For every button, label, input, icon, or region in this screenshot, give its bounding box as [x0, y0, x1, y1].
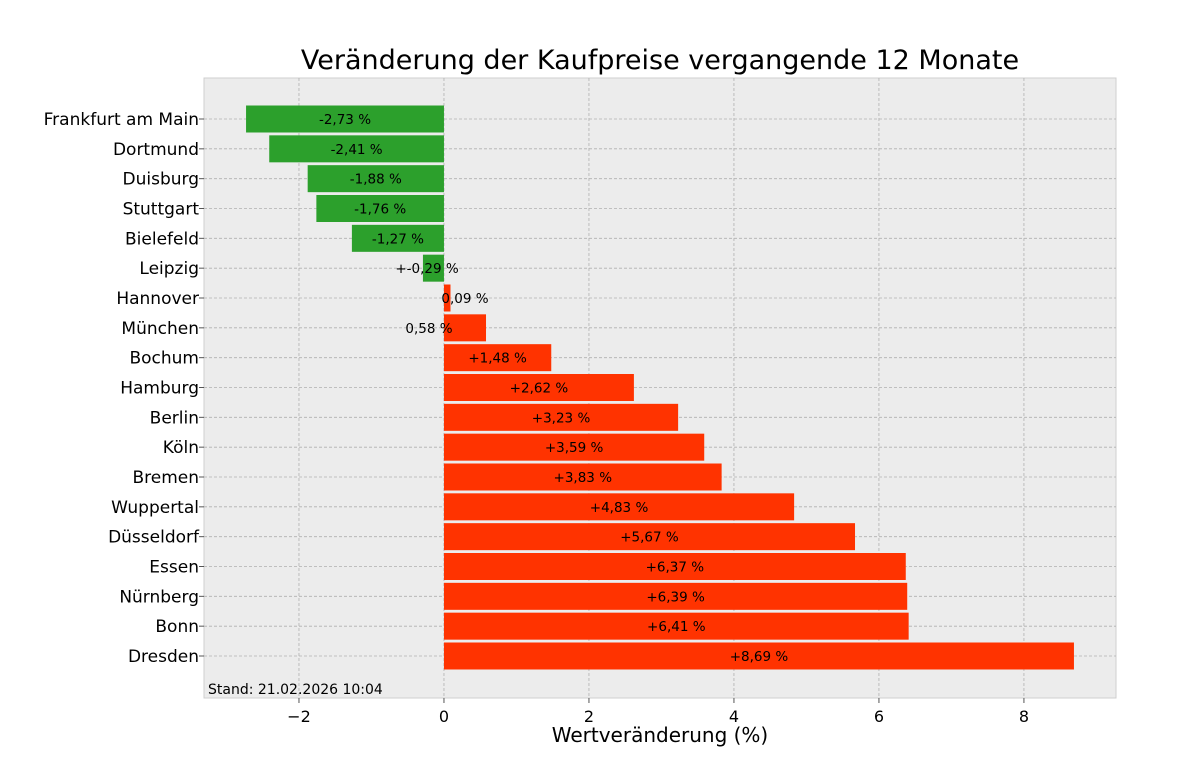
y-tick-label: Bremen	[132, 468, 199, 488]
y-tick-label: Bochum	[129, 349, 199, 369]
y-tick-label: Duisburg	[123, 170, 200, 190]
y-tick-label: Nürnberg	[119, 587, 199, 607]
bar	[443, 374, 634, 401]
y-tick-label: Dresden	[128, 647, 199, 667]
y-tick-label: Dortmund	[113, 140, 199, 160]
bar	[351, 224, 444, 252]
data-label: +-0,29 %	[395, 261, 459, 277]
data-label: -1,76 %	[354, 202, 406, 218]
bar	[443, 314, 487, 342]
bar	[443, 433, 705, 461]
x-tick-label: 8	[1019, 707, 1029, 726]
data-label: -1,27 %	[372, 231, 424, 247]
bar	[307, 165, 444, 193]
chart-title: Veränderung der Kaufpreise vergangende 1…	[301, 45, 1019, 76]
data-label: +6,39 %	[646, 589, 705, 605]
x-tick-label: 2	[584, 707, 594, 726]
bar	[443, 642, 1074, 670]
bar	[443, 612, 909, 640]
y-tick-label: Hannover	[116, 289, 199, 309]
data-label: +4,83 %	[590, 500, 649, 516]
bar	[246, 105, 444, 133]
y-tick-label: Frankfurt am Main	[44, 110, 199, 130]
bar	[443, 344, 552, 372]
y-tick-label: Düsseldorf	[108, 528, 200, 548]
timestamp-annotation: Stand: 21.02.2026 10:04	[208, 682, 383, 698]
bar	[316, 195, 444, 222]
data-label: -2,41 %	[331, 142, 383, 158]
bar	[443, 553, 906, 580]
bar	[443, 523, 856, 551]
y-tick-label: Wuppertal	[111, 498, 199, 518]
data-label: +3,59 %	[545, 440, 604, 456]
x-tick-label: 4	[729, 707, 739, 726]
y-tick-label: Leipzig	[139, 259, 199, 279]
bar	[443, 582, 908, 610]
data-label: +6,41 %	[647, 619, 706, 635]
bar	[269, 135, 444, 163]
bar	[443, 493, 795, 521]
y-tick-label: Bonn	[155, 617, 199, 637]
bar	[422, 254, 444, 282]
x-tick-label: 6	[874, 707, 884, 726]
data-label: +1,48 %	[468, 351, 527, 367]
bar	[443, 463, 722, 491]
y-tick-label: Köln	[163, 438, 199, 458]
data-label: -2,73 %	[319, 112, 371, 128]
data-label: 0,09 %	[441, 291, 488, 307]
x-axis-label: Wertveränderung (%)	[552, 723, 769, 747]
data-label: +6,37 %	[646, 560, 705, 576]
y-tick-label: Essen	[149, 558, 199, 578]
y-tick-label: Hamburg	[120, 379, 199, 399]
x-tick-label: −2	[287, 707, 311, 726]
y-tick-label: Stuttgart	[123, 200, 200, 220]
y-tick-label: München	[121, 319, 199, 339]
data-label: +2,62 %	[510, 381, 569, 397]
data-label: 0,58 %	[405, 321, 452, 337]
data-label: +3,83 %	[554, 470, 613, 486]
data-label: +3,23 %	[532, 410, 591, 426]
y-tick-label: Berlin	[150, 408, 199, 428]
bar	[443, 403, 679, 431]
bar	[443, 284, 451, 312]
data-label: +5,67 %	[620, 530, 679, 546]
x-tick-label: 0	[439, 707, 449, 726]
y-tick-label: Bielefeld	[125, 229, 199, 249]
data-label: +8,69 %	[730, 649, 789, 665]
data-label: -1,88 %	[350, 172, 402, 188]
